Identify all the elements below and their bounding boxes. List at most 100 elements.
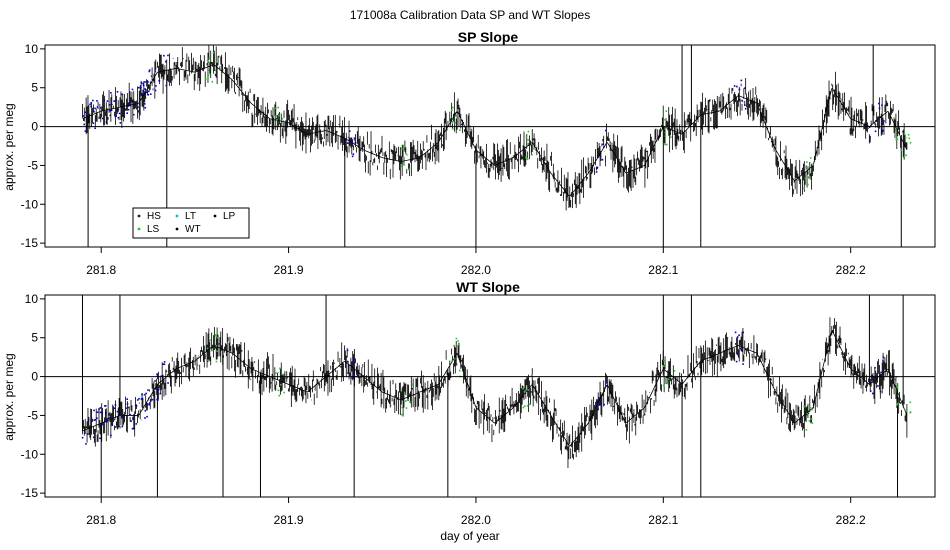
calibration-point [409,401,411,403]
calibration-point [132,417,134,420]
calibration-point [807,183,809,186]
calibration-point [874,130,877,133]
calibration-point [740,79,743,82]
calibration-point [875,373,878,375]
calibration-point [130,100,133,103]
calibration-point [141,397,144,400]
calibration-point [161,376,164,379]
calibration-point [277,114,280,117]
calibration-point [109,109,112,112]
calibration-point [90,102,93,104]
calibration-point [146,415,148,418]
x-tick-label: 282.1 [648,513,678,527]
calibration-point [275,114,278,117]
calibration-point [896,387,899,389]
calibration-point [207,69,210,72]
legend: HS LT LP LS WT [132,207,250,239]
y-tick-label: -5 [27,158,38,172]
calibration-point [601,158,604,161]
calibration-point [215,360,218,363]
calibration-point [803,405,806,408]
calibration-point [212,52,215,54]
calibration-point [147,90,150,93]
calibration-point [144,393,146,396]
calibration-point [120,414,123,417]
calibration-point [138,397,140,400]
calibration-point [869,137,871,139]
calibration-point [803,187,805,190]
calibration-point [664,127,667,129]
calibration-point [663,118,665,121]
calibration-point [126,398,128,400]
calibration-point [525,156,527,159]
calibration-point [84,130,87,132]
calibration-point [603,403,605,406]
calibration-point [878,102,880,105]
calibration-point [527,143,529,145]
calibration-point [354,142,357,145]
calibration-point [881,131,884,133]
calibration-point [143,103,146,105]
calibration-point [82,115,85,117]
legend-marker [175,227,179,231]
calibration-point [282,373,284,376]
calibration-point [451,109,453,112]
legend-label: LT [185,211,196,222]
calibration-point [121,415,124,418]
calibration-point [135,404,138,407]
calibration-point [896,138,899,140]
calibration-point [86,433,89,435]
calibration-point [402,162,405,165]
calibration-point [207,359,209,362]
calibration-point [154,89,157,92]
y-tick-label: 10 [25,42,39,56]
calibration-point [149,93,152,95]
calibration-point [167,382,169,384]
calibration-point [207,78,209,80]
calibration-point [667,378,670,381]
calibration-point [276,118,278,121]
calibration-point [453,357,456,360]
calibration-point [734,331,737,334]
calibration-point [882,129,885,132]
calibration-point [216,336,218,339]
calibration-point [663,142,666,145]
calibration-point [810,418,813,420]
calibration-point [275,372,277,374]
calibration-point [527,130,530,133]
calibration-point [143,91,146,94]
calibration-point [598,397,600,399]
calibration-point [147,389,149,391]
x-tick-label: 282.0 [461,263,491,277]
calibration-point [205,78,207,80]
calibration-point [871,392,874,395]
calibration-point [125,407,127,409]
y-tick-label: -15 [21,486,39,500]
calibration-point [211,80,214,83]
calibration-point [401,406,403,409]
calibration-point [904,137,907,139]
x-axis-label: day of year [440,529,499,543]
calibration-point [85,114,88,117]
calibration-point [283,391,285,394]
calibration-point [669,136,672,138]
calibration-point [740,347,742,350]
calibration-point [156,373,158,375]
calibration-point [277,106,279,109]
calibration-point [808,420,811,422]
calibration-point [879,390,882,393]
x-tick-label: 282.1 [648,263,678,277]
calibration-point [894,389,897,391]
calibration-point [809,406,812,409]
calibration-point [159,392,162,395]
calibration-point [105,419,107,422]
calibration-point [115,99,117,102]
calibration-point [402,145,405,147]
legend-label: HS [147,211,161,222]
calibration-point [903,155,906,157]
slope-trace [82,45,908,211]
calibration-point [148,403,150,406]
calibration-point [742,331,744,334]
calibration-point [524,405,526,407]
calibration-point [121,425,124,428]
